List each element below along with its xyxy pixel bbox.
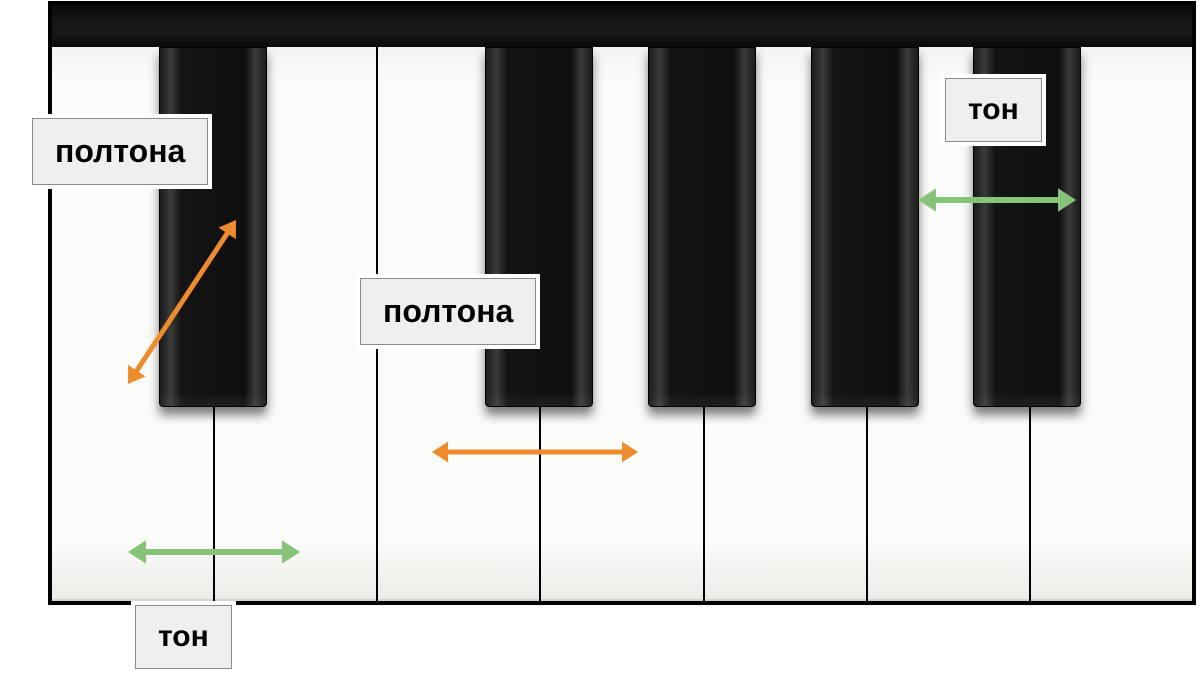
diagram-stage: полтона полтона тон тон <box>0 0 1200 682</box>
black-key <box>159 47 267 407</box>
black-key <box>648 47 756 407</box>
black-key <box>811 47 919 407</box>
label-tone-bottom: тон <box>135 605 232 669</box>
label-halftone-center: полтона <box>360 278 536 345</box>
label-tone-top-right: тон <box>945 78 1042 142</box>
keyboard-top-bar <box>52 5 1192 47</box>
label-halftone-top-left: полтона <box>32 118 208 185</box>
black-key <box>485 47 593 407</box>
